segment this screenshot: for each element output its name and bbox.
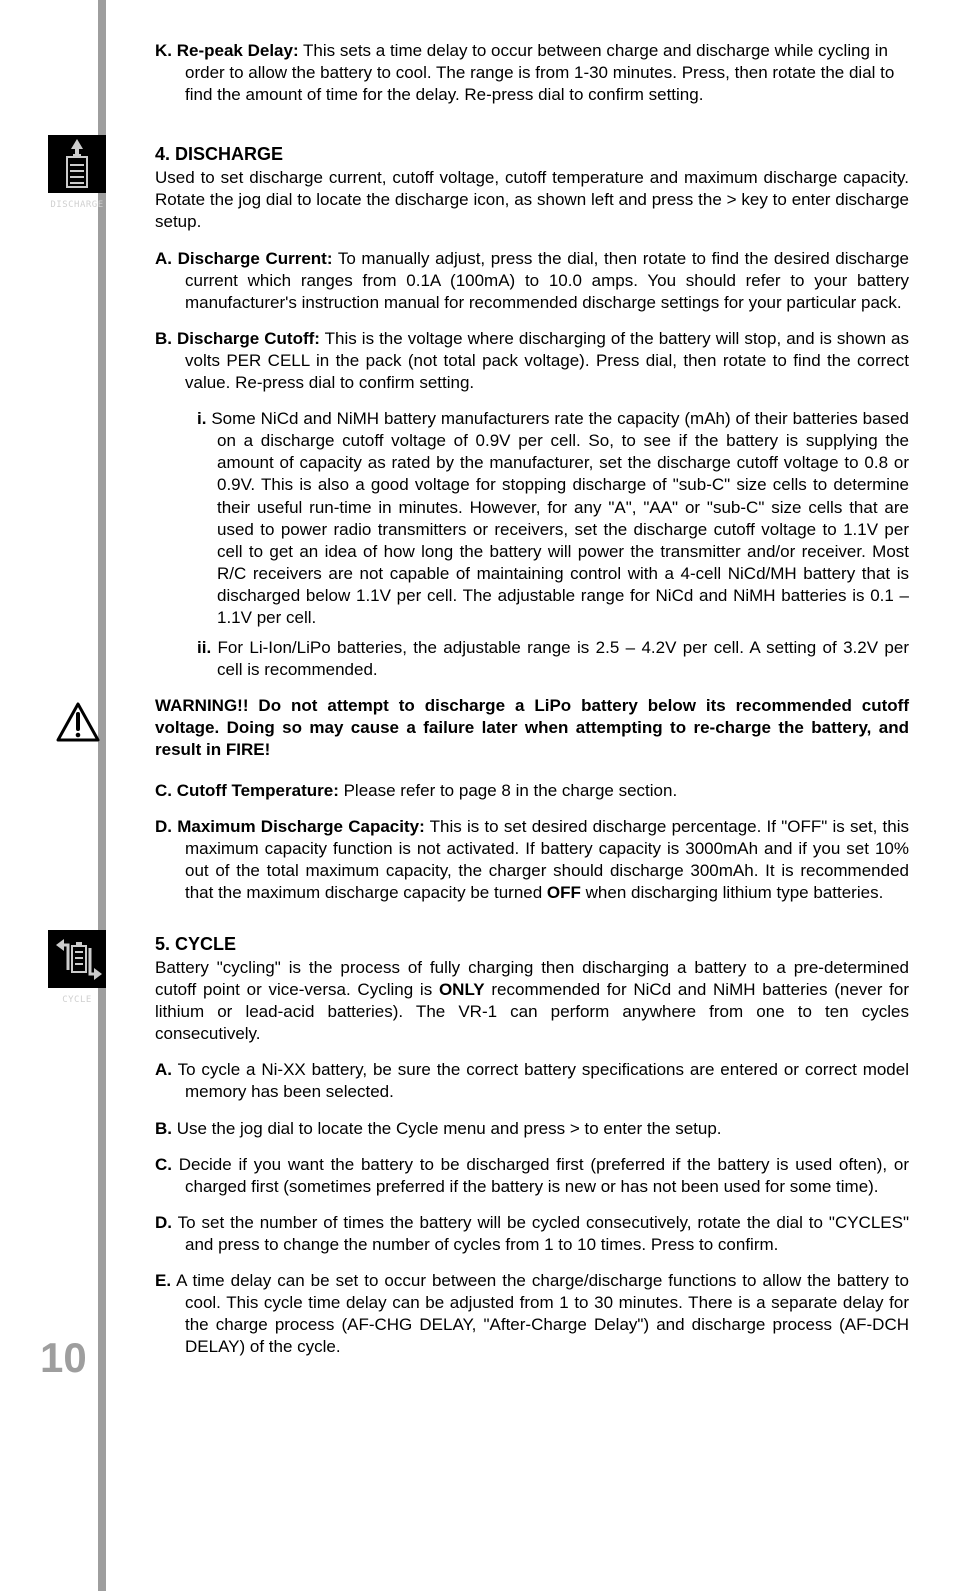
discharge-b-i-text: Some NiCd and NiMH battery manufacturers… bbox=[206, 409, 909, 627]
vertical-divider-bar bbox=[98, 0, 106, 1591]
item-k-repeak: K. Re-peak Delay: This sets a time delay… bbox=[155, 40, 909, 106]
discharge-c-text: Please refer to page 8 in the charge sec… bbox=[339, 781, 677, 800]
cycle-intro-only: ONLY bbox=[439, 980, 485, 999]
cycle-intro: Battery "cycling" is the process of full… bbox=[155, 957, 909, 1045]
discharge-icon-label: DISCHARGE bbox=[48, 200, 106, 210]
discharge-a: A. Discharge Current: To manually adjust… bbox=[155, 248, 909, 314]
discharge-b-ii-roman: ii. bbox=[197, 638, 211, 657]
cycle-d-label: D. bbox=[155, 1213, 172, 1232]
discharge-b-i: i. Some NiCd and NiMH battery manufactur… bbox=[155, 408, 909, 629]
cycle-e-text: A time delay can be set to occur between… bbox=[171, 1271, 909, 1356]
cycle-c-text: Decide if you want the battery to be dis… bbox=[172, 1155, 909, 1196]
discharge-b-ii-text: For Li-Ion/LiPo batteries, the adjustabl… bbox=[211, 638, 909, 679]
discharge-a-label: A. Discharge Current: bbox=[155, 249, 333, 268]
discharge-d-off: OFF bbox=[547, 883, 581, 902]
page-content: K. Re-peak Delay: This sets a time delay… bbox=[155, 0, 909, 1358]
cycle-a: A. To cycle a Ni-XX battery, be sure the… bbox=[155, 1059, 909, 1103]
cycle-b-label: B. bbox=[155, 1119, 172, 1138]
discharge-c: C. Cutoff Temperature: Please refer to p… bbox=[155, 780, 909, 802]
cycle-e-label: E. bbox=[155, 1271, 171, 1290]
cycle-c: C. Decide if you want the battery to be … bbox=[155, 1154, 909, 1198]
page-number: 10 bbox=[40, 1334, 87, 1382]
discharge-b: B. Discharge Cutoff: This is the voltage… bbox=[155, 328, 909, 394]
discharge-b-ii: ii. For Li-Ion/LiPo batteries, the adjus… bbox=[155, 637, 909, 681]
cycle-b-text: Use the jog dial to locate the Cycle men… bbox=[172, 1119, 722, 1138]
discharge-d: D. Maximum Discharge Capacity: This is t… bbox=[155, 816, 909, 904]
discharge-icon: DISCHARGE bbox=[48, 135, 106, 210]
discharge-d-label: D. Maximum Discharge Capacity: bbox=[155, 817, 425, 836]
warning-icon bbox=[56, 702, 100, 747]
cycle-b: B. Use the jog dial to locate the Cycle … bbox=[155, 1118, 909, 1140]
discharge-warning: WARNING!! Do not attempt to discharge a … bbox=[155, 695, 909, 761]
cycle-heading: 5. CYCLE bbox=[155, 934, 909, 955]
item-k-label: K. Re-peak Delay: bbox=[155, 41, 299, 60]
cycle-a-text: To cycle a Ni-XX battery, be sure the co… bbox=[172, 1060, 909, 1101]
cycle-icon-label: CYCLE bbox=[48, 995, 106, 1005]
cycle-icon: CYCLE bbox=[48, 930, 106, 1005]
cycle-a-label: A. bbox=[155, 1060, 172, 1079]
cycle-c-label: C. bbox=[155, 1155, 172, 1174]
discharge-d-text2: when discharging lithium type batteries. bbox=[581, 883, 883, 902]
discharge-c-label: C. Cutoff Temperature: bbox=[155, 781, 339, 800]
discharge-b-label: B. Discharge Cutoff: bbox=[155, 329, 320, 348]
discharge-intro: Used to set discharge current, cutoff vo… bbox=[155, 167, 909, 233]
cycle-e: E. A time delay can be set to occur betw… bbox=[155, 1270, 909, 1358]
discharge-heading: 4. DISCHARGE bbox=[155, 144, 909, 165]
cycle-d: D. To set the number of times the batter… bbox=[155, 1212, 909, 1256]
cycle-d-text: To set the number of times the battery w… bbox=[172, 1213, 909, 1254]
